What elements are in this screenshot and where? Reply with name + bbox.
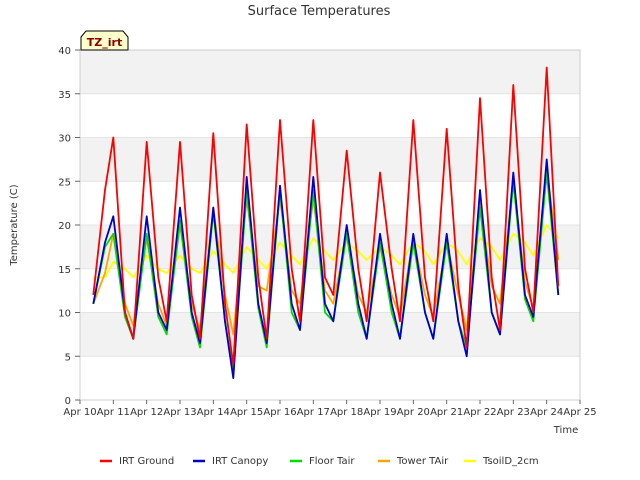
x-tick-label: Apr 19 [363,407,396,418]
grid-band [80,312,580,357]
legend-label: TsoilD_2cm [482,456,539,467]
y-axis-label: Temperature (C) [9,184,20,266]
grid-band [80,93,580,138]
y-tick-labels: 0 5 10 15 20 25 30 35 40 [58,46,80,407]
y-tick-label: 10 [58,309,71,320]
grid-band [80,181,580,225]
series-line-tsoild-2cm [93,224,559,279]
series-layer [92,66,560,380]
x-tick-labels: Apr 10 Apr 11 Apr 12 Apr 13 Apr 14 Apr 15 Apr … [63,400,597,418]
series-line-irt-canopy [92,158,560,380]
x-tick-label: Apr 23 [497,407,530,418]
x-tick-label: Apr 21 [430,407,463,418]
x-tick-label: Apr 25 [563,407,596,418]
series-line-irt-ground [92,66,560,366]
y-tick-label: 30 [58,134,71,145]
grid-band [80,50,580,94]
legend-label: IRT Canopy [212,456,268,467]
series-line-floor-tair [92,171,560,375]
y-tick-label: 5 [65,352,71,363]
y-tick-label: 40 [58,46,71,57]
x-tick-label: Apr 18 [330,407,363,418]
y-tick-label: 0 [65,396,71,407]
x-tick-label: Apr 10 [63,407,96,418]
legend-label: IRT Ground [119,456,174,467]
y-tick-label: 20 [58,221,71,232]
legend-label: Floor Tair [309,456,355,467]
x-axis-label: Time [553,425,578,436]
grid-band [80,225,580,269]
x-tick-label: Apr 17 [297,407,330,418]
x-tick-label: Apr 11 [97,407,130,418]
x-tick-label: Apr 20 [397,407,430,418]
y-tick-label: 15 [58,265,71,276]
x-tick-label: Apr 14 [197,407,230,418]
grid-band [80,356,580,400]
badge-text: TZ_irt [87,36,122,49]
x-tick-label: Apr 24 [530,407,563,418]
x-tick-label: Apr 16 [263,407,296,418]
chart-title: Surface Temperatures [248,4,391,19]
y-tick-label: 35 [58,90,71,101]
grid-band [80,137,580,182]
badge-shape [80,30,129,51]
x-tick-label: Apr 22 [463,407,496,418]
y-tick-label: 25 [58,177,71,188]
legend-label: Tower TAir [396,456,449,467]
plot-bands [80,50,580,400]
tz-irt-badge: TZ_irt [80,30,129,51]
x-tick-label: Apr 15 [230,407,263,418]
x-tick-label: Apr 13 [163,407,196,418]
legend: IRT Ground IRT Canopy Floor Tair Tower TAir… [100,456,539,467]
x-tick-label: Apr 12 [130,407,163,418]
